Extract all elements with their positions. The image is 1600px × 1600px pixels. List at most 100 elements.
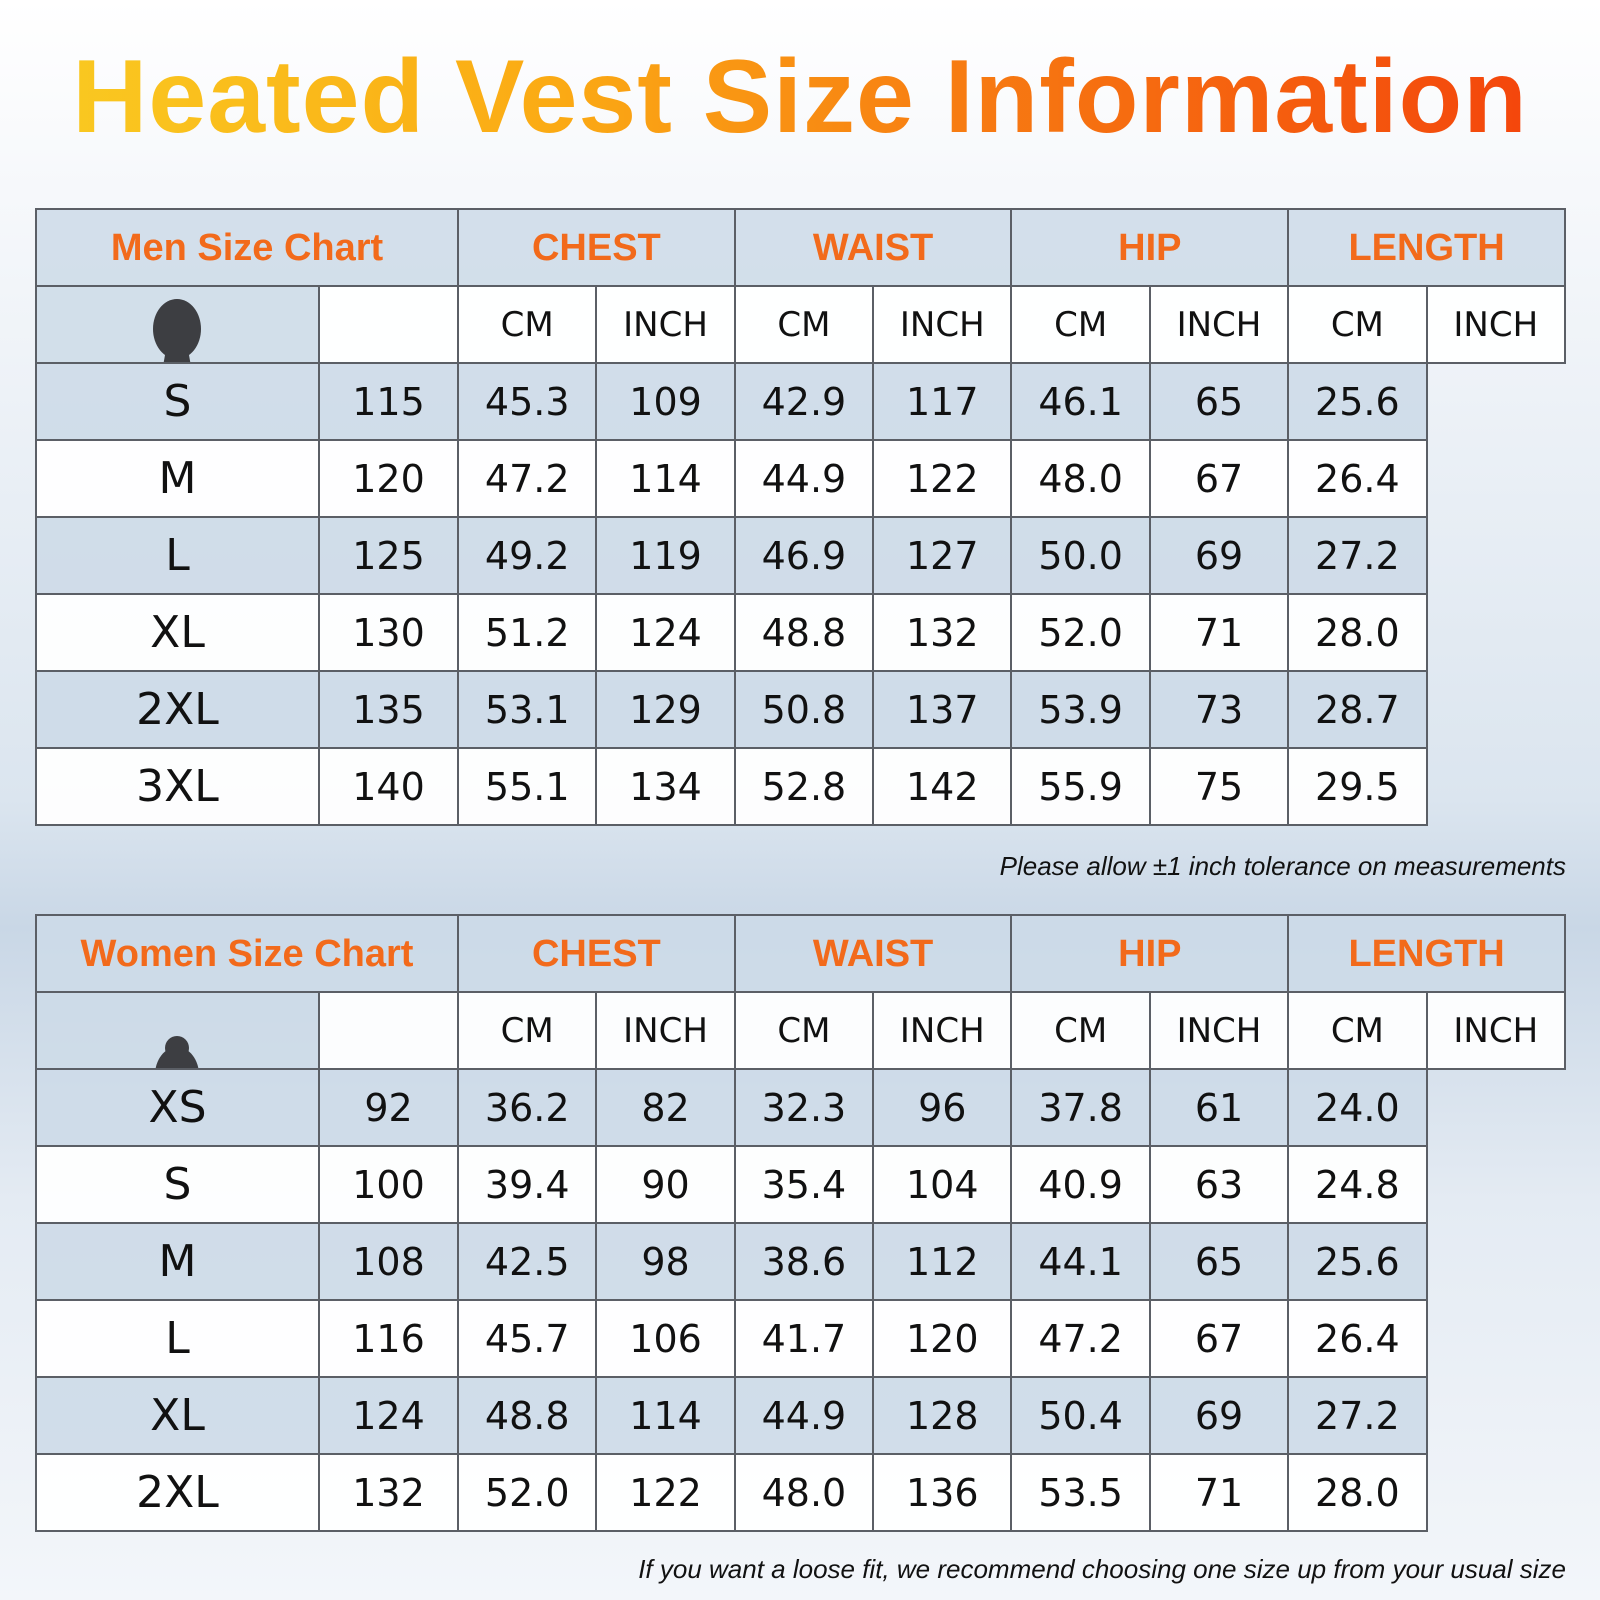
size-cell: M [35,1222,320,1301]
chest-cm-cell: 92 [317,1068,460,1147]
header-hip: HIP [1010,208,1290,287]
unit-cm: CM [457,991,598,1070]
chest-inch-cell: 42.5 [457,1222,598,1301]
hip-inch-cell: 46.1 [1010,362,1151,441]
length-cm-cell: 67 [1148,1299,1290,1378]
chart-label: Women Size Chart [34,914,460,993]
length-inch-cell: 27.2 [1287,1376,1428,1455]
size-cell: 2XL [35,1453,320,1532]
unit-inch: INCH [872,285,1013,364]
waist-inch-cell: 48.8 [733,593,875,672]
waist-inch-cell: 41.7 [733,1299,875,1378]
fit-note: If you want a loose fit, we recommend ch… [638,1554,1566,1584]
unit-cm: CM [1010,285,1151,364]
hip-inch-cell: 44.1 [1010,1222,1151,1301]
header-hip: HIP [1010,914,1290,993]
hip-cm-cell: 104 [872,1145,1013,1224]
waist-inch-cell: 32.3 [733,1068,875,1147]
length-inch-cell: 28.0 [1287,1453,1428,1532]
length-inch-cell: 26.4 [1287,1299,1428,1378]
length-cm-cell: 71 [1148,1453,1290,1532]
waist-cm-cell: 124 [595,593,736,672]
length-cm-cell: 71 [1148,593,1290,672]
size-cell: L [35,1299,320,1378]
table-row: M 108 42.5 98 38.6 112 44.1 65 25.6 [35,1222,1565,1301]
length-inch-cell: 28.0 [1287,593,1428,672]
table-row: L 116 45.7 106 41.7 120 47.2 67 26.4 [35,1299,1565,1378]
chest-cm-cell: 115 [317,362,460,441]
hip-cm-cell: 96 [872,1068,1013,1147]
waist-cm-cell: 134 [595,747,736,826]
waist-cm-cell: 90 [595,1145,736,1224]
chest-inch-cell: 45.7 [457,1299,598,1378]
hip-cm-cell: 128 [872,1376,1013,1455]
page-title: Heated Vest Size Information [0,40,1600,155]
unit-inch: INCH [1148,285,1290,364]
length-inch-cell: 25.6 [1287,1222,1428,1301]
header-length: LENGTH [1287,914,1566,993]
table-row: M 120 47.2 114 44.9 122 48.0 67 26.4 [35,439,1565,518]
chest-inch-cell: 39.4 [457,1145,598,1224]
size-cell: M [35,439,320,518]
waist-cm-cell: 114 [595,439,736,518]
hip-cm-cell: 132 [872,593,1013,672]
length-cm-cell: 65 [1148,1222,1290,1301]
unit-cm: CM [733,991,875,1070]
hip-cm-cell: 136 [872,1453,1013,1532]
body-figure: CHEST WAIST HIP LENGTH [35,991,320,1070]
length-cm-cell: 69 [1148,516,1290,595]
blank-cell [317,991,460,1070]
waist-cm-cell: 122 [595,1453,736,1532]
hip-cm-cell: 112 [872,1222,1013,1301]
table-row: 3XL 140 55.1 134 52.8 142 55.9 75 29.5 [35,747,1565,826]
unit-inch: INCH [1425,991,1567,1070]
size-cell: 3XL [35,747,320,826]
chest-cm-cell: 124 [317,1376,460,1455]
table-row: XL 130 51.2 124 48.8 132 52.0 71 28.0 [35,593,1565,672]
waist-cm-cell: 82 [595,1068,736,1147]
size-cell: 2XL [35,670,320,749]
length-cm-cell: 65 [1148,362,1290,441]
male-silhouette-icon [153,299,201,361]
header-chest: CHEST [457,914,736,993]
unit-inch: INCH [595,285,736,364]
hip-inch-cell: 40.9 [1010,1145,1151,1224]
chest-cm-cell: 120 [317,439,460,518]
waist-inch-cell: 44.9 [733,1376,875,1455]
waist-cm-cell: 109 [595,362,736,441]
chest-inch-cell: 55.1 [457,747,598,826]
table-row: 2XL 135 53.1 129 50.8 137 53.9 73 28.7 [35,670,1565,749]
waist-cm-cell: 129 [595,670,736,749]
unit-cm: CM [733,285,875,364]
length-cm-cell: 67 [1148,439,1290,518]
table-row: XL 124 48.8 114 44.9 128 50.4 69 27.2 [35,1376,1565,1455]
chest-inch-cell: 45.3 [457,362,598,441]
hip-inch-cell: 50.0 [1010,516,1151,595]
chest-cm-cell: 125 [317,516,460,595]
header-length: LENGTH [1287,208,1566,287]
chest-inch-cell: 52.0 [457,1453,598,1532]
table-row: XS 92 36.2 82 32.3 96 37.8 61 24.0 [35,1068,1565,1147]
hip-inch-cell: 53.9 [1010,670,1151,749]
length-inch-cell: 27.2 [1287,516,1428,595]
female-silhouette-icon [155,1036,199,1067]
size-cell: XL [35,1376,320,1455]
chest-inch-cell: 51.2 [457,593,598,672]
waist-inch-cell: 50.8 [733,670,875,749]
header-waist: WAIST [733,914,1013,993]
hip-cm-cell: 120 [872,1299,1013,1378]
hip-inch-cell: 50.4 [1010,1376,1151,1455]
hip-inch-cell: 48.0 [1010,439,1151,518]
waist-inch-cell: 35.4 [733,1145,875,1224]
chest-cm-cell: 132 [317,1453,460,1532]
length-inch-cell: 24.8 [1287,1145,1428,1224]
unit-inch: INCH [1148,991,1290,1070]
waist-inch-cell: 46.9 [733,516,875,595]
hip-cm-cell: 122 [872,439,1013,518]
chest-inch-cell: 49.2 [457,516,598,595]
chest-cm-cell: 135 [317,670,460,749]
chest-cm-cell: 100 [317,1145,460,1224]
waist-inch-cell: 42.9 [733,362,875,441]
hip-cm-cell: 117 [872,362,1013,441]
table-row: L 125 49.2 119 46.9 127 50.0 69 27.2 [35,516,1565,595]
